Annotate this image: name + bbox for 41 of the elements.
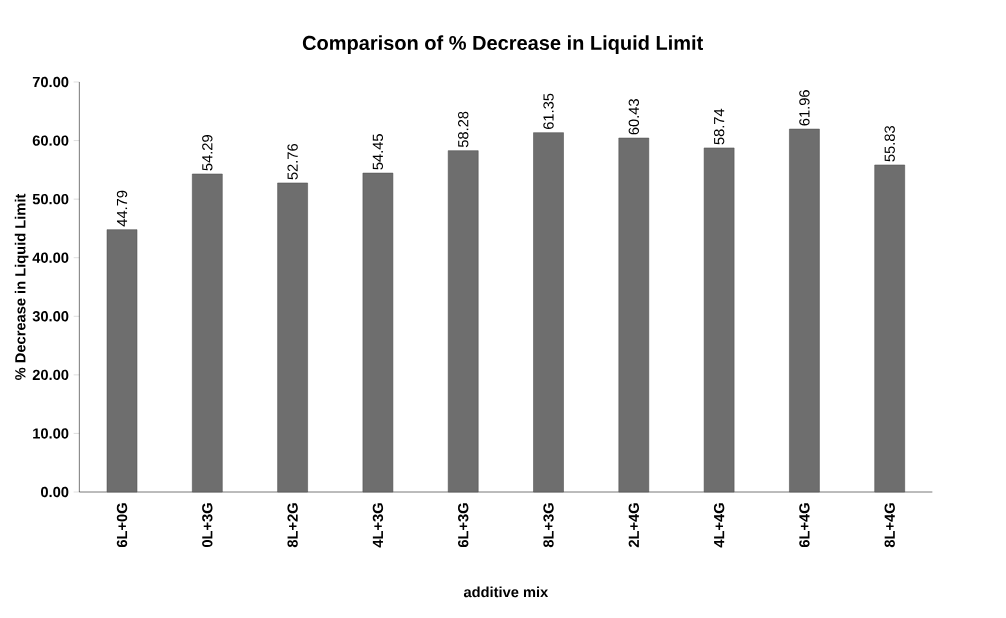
x-tick-label: 6L+0G bbox=[116, 503, 128, 548]
data-label: 60.43 bbox=[628, 99, 640, 135]
bar bbox=[703, 147, 735, 493]
data-label: 61.35 bbox=[543, 93, 554, 129]
data-label: 55.83 bbox=[884, 126, 895, 162]
x-tick-label: 6L+3G bbox=[458, 503, 469, 548]
data-label: 44.79 bbox=[116, 190, 128, 227]
x-tick-label: 8L+4G bbox=[884, 503, 895, 548]
bar bbox=[533, 132, 564, 493]
x-tick-label: 6L+4G bbox=[799, 503, 810, 548]
bar bbox=[362, 172, 394, 493]
x-axis-title: additive mix bbox=[463, 586, 549, 598]
x-tick-label: 2L+4G bbox=[628, 503, 640, 548]
y-tick-label: 30.00 bbox=[32, 311, 69, 322]
bar bbox=[618, 137, 650, 493]
y-tick-label: 70.00 bbox=[32, 76, 69, 88]
chart-title: Comparison of % Decrease in Liquid Limit bbox=[302, 35, 704, 54]
data-label: 54.45 bbox=[372, 134, 384, 170]
x-tick-label: 8L+3G bbox=[543, 503, 554, 548]
y-tick-label: 0.00 bbox=[40, 486, 69, 498]
data-label: 58.28 bbox=[458, 111, 469, 148]
data-label: 61.96 bbox=[799, 90, 810, 126]
y-tick-label: 20.00 bbox=[32, 369, 69, 381]
y-tick-label: 50.00 bbox=[32, 193, 69, 205]
data-label: 52.76 bbox=[287, 143, 298, 180]
x-tick-label: 8L+2G bbox=[287, 503, 298, 548]
y-tick-label: 10.00 bbox=[33, 428, 69, 439]
bar bbox=[789, 128, 820, 493]
x-tick-label: 4L+4G bbox=[713, 503, 725, 548]
y-tick-label: 60.00 bbox=[32, 135, 69, 146]
x-tick-label: 0L+3G bbox=[202, 503, 213, 548]
bar bbox=[277, 182, 308, 493]
bar bbox=[447, 150, 479, 493]
data-label: 58.74 bbox=[713, 108, 725, 145]
bar bbox=[874, 164, 905, 493]
data-label: 54.29 bbox=[202, 135, 213, 171]
bar bbox=[192, 173, 223, 493]
y-tick-label: 40.00 bbox=[32, 252, 69, 263]
bar bbox=[106, 229, 138, 493]
y-axis-title: % Decrease in Liquid Limit bbox=[14, 193, 29, 380]
x-tick-label: 4L+3G bbox=[372, 503, 384, 548]
